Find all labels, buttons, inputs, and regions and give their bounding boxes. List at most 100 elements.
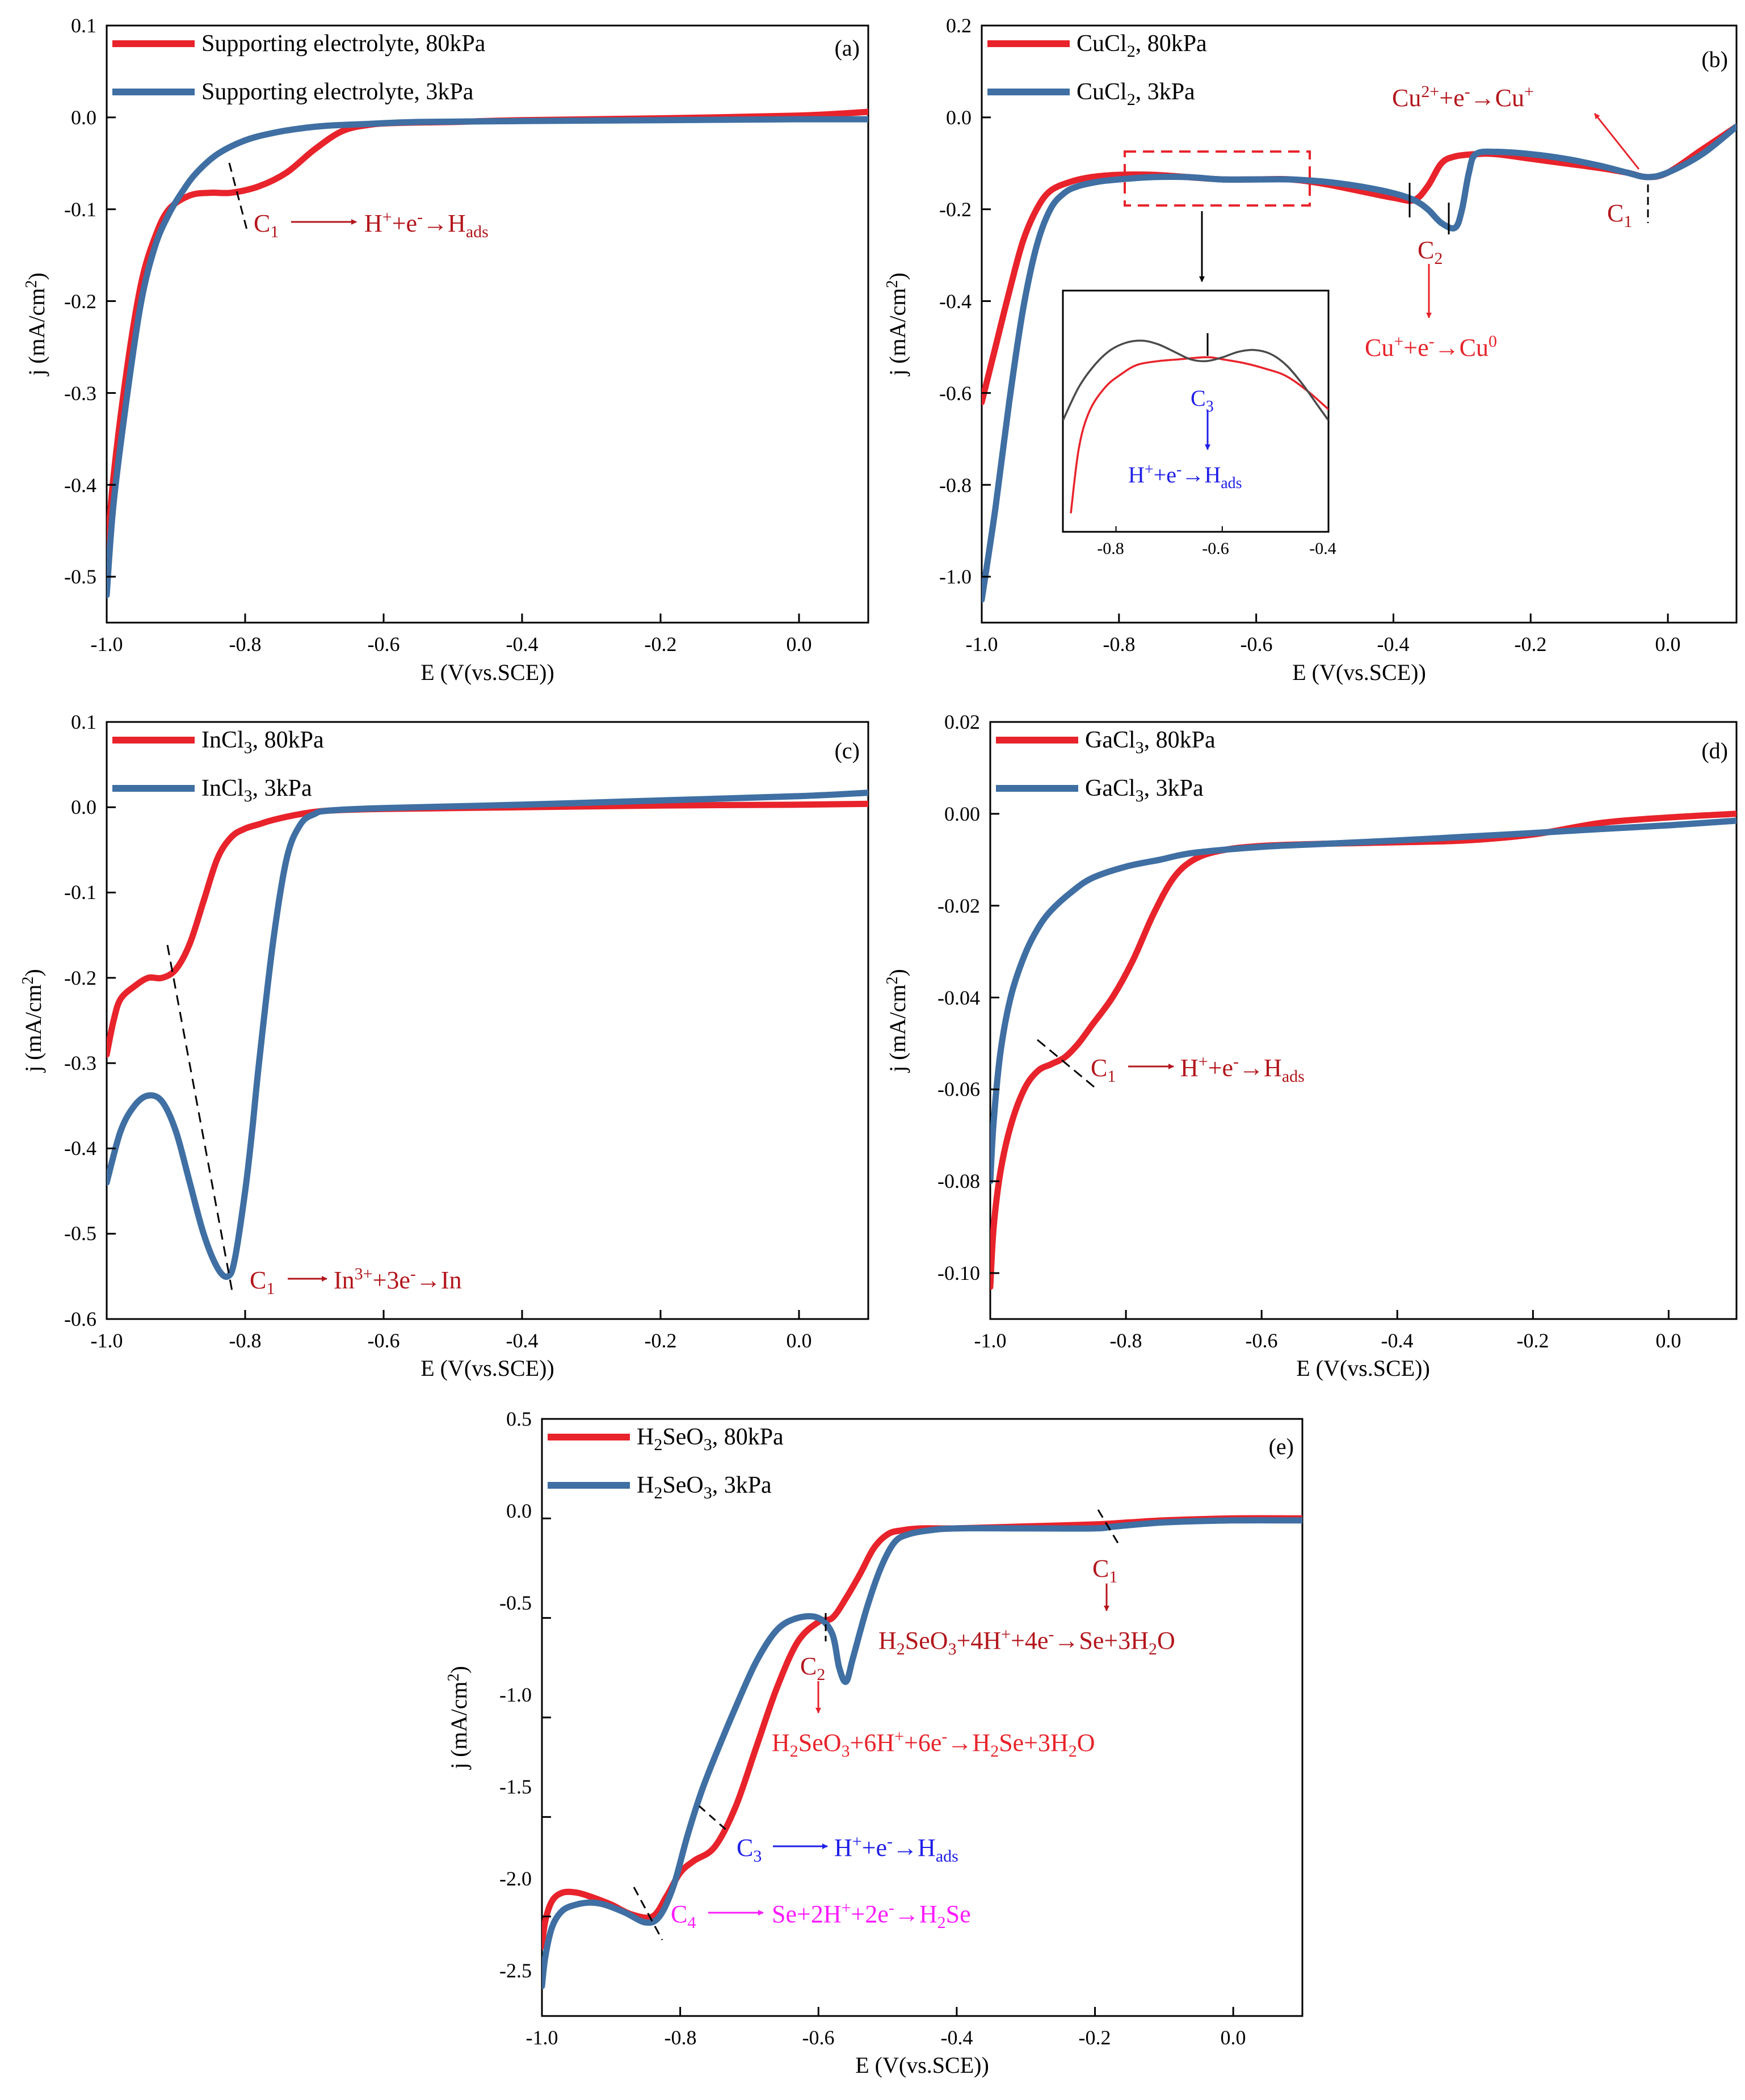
c1-reaction: In3++3e-→In bbox=[334, 1265, 462, 1294]
y-axis-label: j (mA/cm2) bbox=[23, 272, 49, 377]
annotations: C1 In3++3e-→In bbox=[166, 944, 462, 1298]
x-axis-label: E (V(vs.SCE)) bbox=[855, 2052, 989, 2078]
y-tick-label: 0.00 bbox=[944, 803, 980, 825]
y-tick-label: -0.4 bbox=[64, 474, 96, 497]
inset-x-tick-label: -0.4 bbox=[1309, 539, 1336, 558]
c1-label: C1 bbox=[1092, 1555, 1117, 1586]
c4-marker bbox=[633, 1887, 663, 1941]
series-line-80kpa bbox=[107, 800, 868, 1058]
x-axis-label: E (V(vs.SCE)) bbox=[421, 660, 554, 685]
x-tick-label: -0.6 bbox=[1246, 1329, 1278, 1352]
series-line-3kpa bbox=[542, 1517, 1302, 1989]
c3-label: C3 bbox=[737, 1834, 762, 1866]
inset-frame bbox=[1062, 289, 1330, 533]
panel-d: -1.0 -0.8 -0.6 -0.4 -0.2 0.0 0.02 0.00 -… bbox=[884, 711, 1738, 1381]
x-tick-label: 0.0 bbox=[1221, 2026, 1246, 2049]
y-tick-label: 0.1 bbox=[71, 14, 96, 37]
c1-marker bbox=[1097, 1509, 1120, 1545]
c1-guide bbox=[228, 162, 249, 234]
y-ticks: 0.1 0.0 -0.1 -0.2 -0.3 -0.4 -0.5 -0.6 bbox=[64, 711, 96, 1330]
y-tick-label: -0.4 bbox=[64, 1137, 96, 1160]
y-axis-label: j (mA/cm2) bbox=[884, 272, 910, 377]
x-tick-label: -0.2 bbox=[1079, 2026, 1111, 2049]
y-tick-label: -0.1 bbox=[64, 881, 96, 904]
c1-reaction: H2SeO3+4H++4e-→Se+3H2O bbox=[878, 1625, 1175, 1658]
c2-label: C2 bbox=[800, 1652, 825, 1684]
y-tick-label: -1.0 bbox=[499, 1683, 532, 1706]
y-tick-label: 0.2 bbox=[946, 14, 972, 37]
c1-guide bbox=[166, 944, 234, 1295]
x-axis-label: E (V(vs.SCE)) bbox=[1292, 660, 1426, 685]
y-tick-label: -0.5 bbox=[64, 565, 96, 588]
series-line-80kpa bbox=[990, 810, 1736, 1290]
y-tick-label: -0.5 bbox=[499, 1591, 532, 1614]
c1-reaction: Cu2++e-→Cu+ bbox=[1392, 82, 1534, 112]
series-group bbox=[542, 1515, 1302, 1989]
series-line-3kpa bbox=[990, 817, 1736, 1185]
x-tick-label: -0.2 bbox=[645, 1329, 677, 1352]
x-tick-label: -0.6 bbox=[368, 633, 400, 656]
legend-label-3kpa: H2SeO3, 3kPa bbox=[637, 1472, 772, 1502]
x-tick-label: 0.0 bbox=[1655, 633, 1681, 656]
panel-c: -1.0 -0.8 -0.6 -0.4 -0.2 0.0 0.1 0.0 -0.… bbox=[19, 711, 869, 1381]
y-tick-label: 0.0 bbox=[71, 106, 96, 129]
x-ticks: -1.0 -0.8 -0.6 -0.4 -0.2 0.0 bbox=[966, 633, 1681, 656]
x-tick-label: -0.8 bbox=[1103, 633, 1136, 656]
plot-frame bbox=[106, 24, 869, 624]
y-tick-label: -0.3 bbox=[64, 1052, 96, 1074]
c4-label: C4 bbox=[671, 1900, 696, 1932]
legend-label-80kpa: CuCl2, 80kPa bbox=[1077, 31, 1207, 61]
x-tick-label: -1.0 bbox=[974, 1329, 1007, 1352]
y-tick-label: 0.02 bbox=[944, 711, 980, 733]
x-ticks: -1.0 -0.8 -0.6 -0.4 -0.2 0.0 bbox=[91, 1329, 812, 1352]
y-tick-label: -1.0 bbox=[939, 565, 972, 588]
c1-label: C1 bbox=[250, 1266, 275, 1298]
y-tick-label: -0.6 bbox=[939, 382, 972, 405]
y-tick-label: -0.6 bbox=[64, 1308, 96, 1330]
plot-frame bbox=[981, 24, 1738, 624]
y-tick-label: -0.3 bbox=[64, 382, 96, 405]
x-ticks: -1.0 -0.8 -0.6 -0.4 -0.2 0.0 bbox=[526, 2026, 1246, 2049]
y-ticks: 0.2 0.0 -0.2 -0.4 -0.6 -0.8 -1.0 bbox=[939, 14, 972, 588]
y-tick-label: -0.8 bbox=[939, 474, 972, 497]
legend-label-80kpa: InCl3, 80kPa bbox=[201, 727, 324, 757]
annotations: C1 H2SeO3+4H++4e-→Se+3H2O C2 H2SeO3+6H++… bbox=[633, 1509, 1175, 1941]
x-tick-label: 0.0 bbox=[787, 1329, 812, 1352]
plot-frame bbox=[989, 721, 1738, 1320]
c2-label: C2 bbox=[1418, 236, 1443, 268]
series-group bbox=[982, 123, 1736, 603]
x-tick-label: -0.6 bbox=[1241, 633, 1273, 656]
tick-marks bbox=[106, 721, 800, 1320]
x-tick-label: -1.0 bbox=[91, 1329, 123, 1352]
x-axis-label: E (V(vs.SCE)) bbox=[421, 1355, 554, 1381]
tick-marks bbox=[541, 1418, 1234, 2017]
y-tick-label: -0.2 bbox=[64, 290, 96, 313]
panel-e: -1.0 -0.8 -0.6 -0.4 -0.2 0.0 0.5 0.0 -0.… bbox=[445, 1408, 1304, 2078]
x-tick-label: -0.8 bbox=[665, 2026, 697, 2049]
legend: Supporting electrolyte, 80kPa Supporting… bbox=[112, 31, 486, 105]
y-tick-label: 0.0 bbox=[71, 796, 96, 818]
legend-label-3kpa: InCl3, 3kPa bbox=[201, 775, 312, 805]
annotations: C1 H++e-→Hads bbox=[228, 162, 489, 241]
c1-label: C1 bbox=[254, 209, 279, 241]
legend: CuCl2, 80kPa CuCl2, 3kPa bbox=[987, 31, 1207, 109]
x-tick-label: 0.0 bbox=[787, 633, 812, 656]
c2-reaction: H2SeO3+6H++6e-→H2Se+3H2O bbox=[772, 1727, 1095, 1761]
annotations: C2 Cu++e-→Cu0 C1 Cu2++e-→Cu+ bbox=[1365, 82, 1649, 362]
x-tick-label: -0.6 bbox=[368, 1329, 400, 1352]
c3-reaction: H++e-→Hads bbox=[834, 1832, 958, 1866]
panel-label: (a) bbox=[835, 35, 860, 61]
series-line-3kpa bbox=[107, 116, 868, 598]
y-tick-label: 0.0 bbox=[506, 1500, 532, 1522]
series-line-80kpa bbox=[107, 108, 868, 562]
series-line-3kpa bbox=[982, 123, 1736, 603]
x-ticks: -1.0 -0.8 -0.6 -0.4 -0.2 0.0 bbox=[974, 1329, 1681, 1352]
x-tick-label: -0.4 bbox=[1377, 633, 1410, 656]
y-tick-label: 0.0 bbox=[946, 106, 972, 129]
x-tick-label: -0.4 bbox=[1381, 1329, 1414, 1352]
x-tick-label: -1.0 bbox=[91, 633, 123, 656]
legend: GaCl3, 80kPa GaCl3, 3kPa bbox=[996, 727, 1216, 805]
c2-reaction: Cu++e-→Cu0 bbox=[1365, 332, 1497, 362]
c1-label: C1 bbox=[1607, 199, 1632, 231]
